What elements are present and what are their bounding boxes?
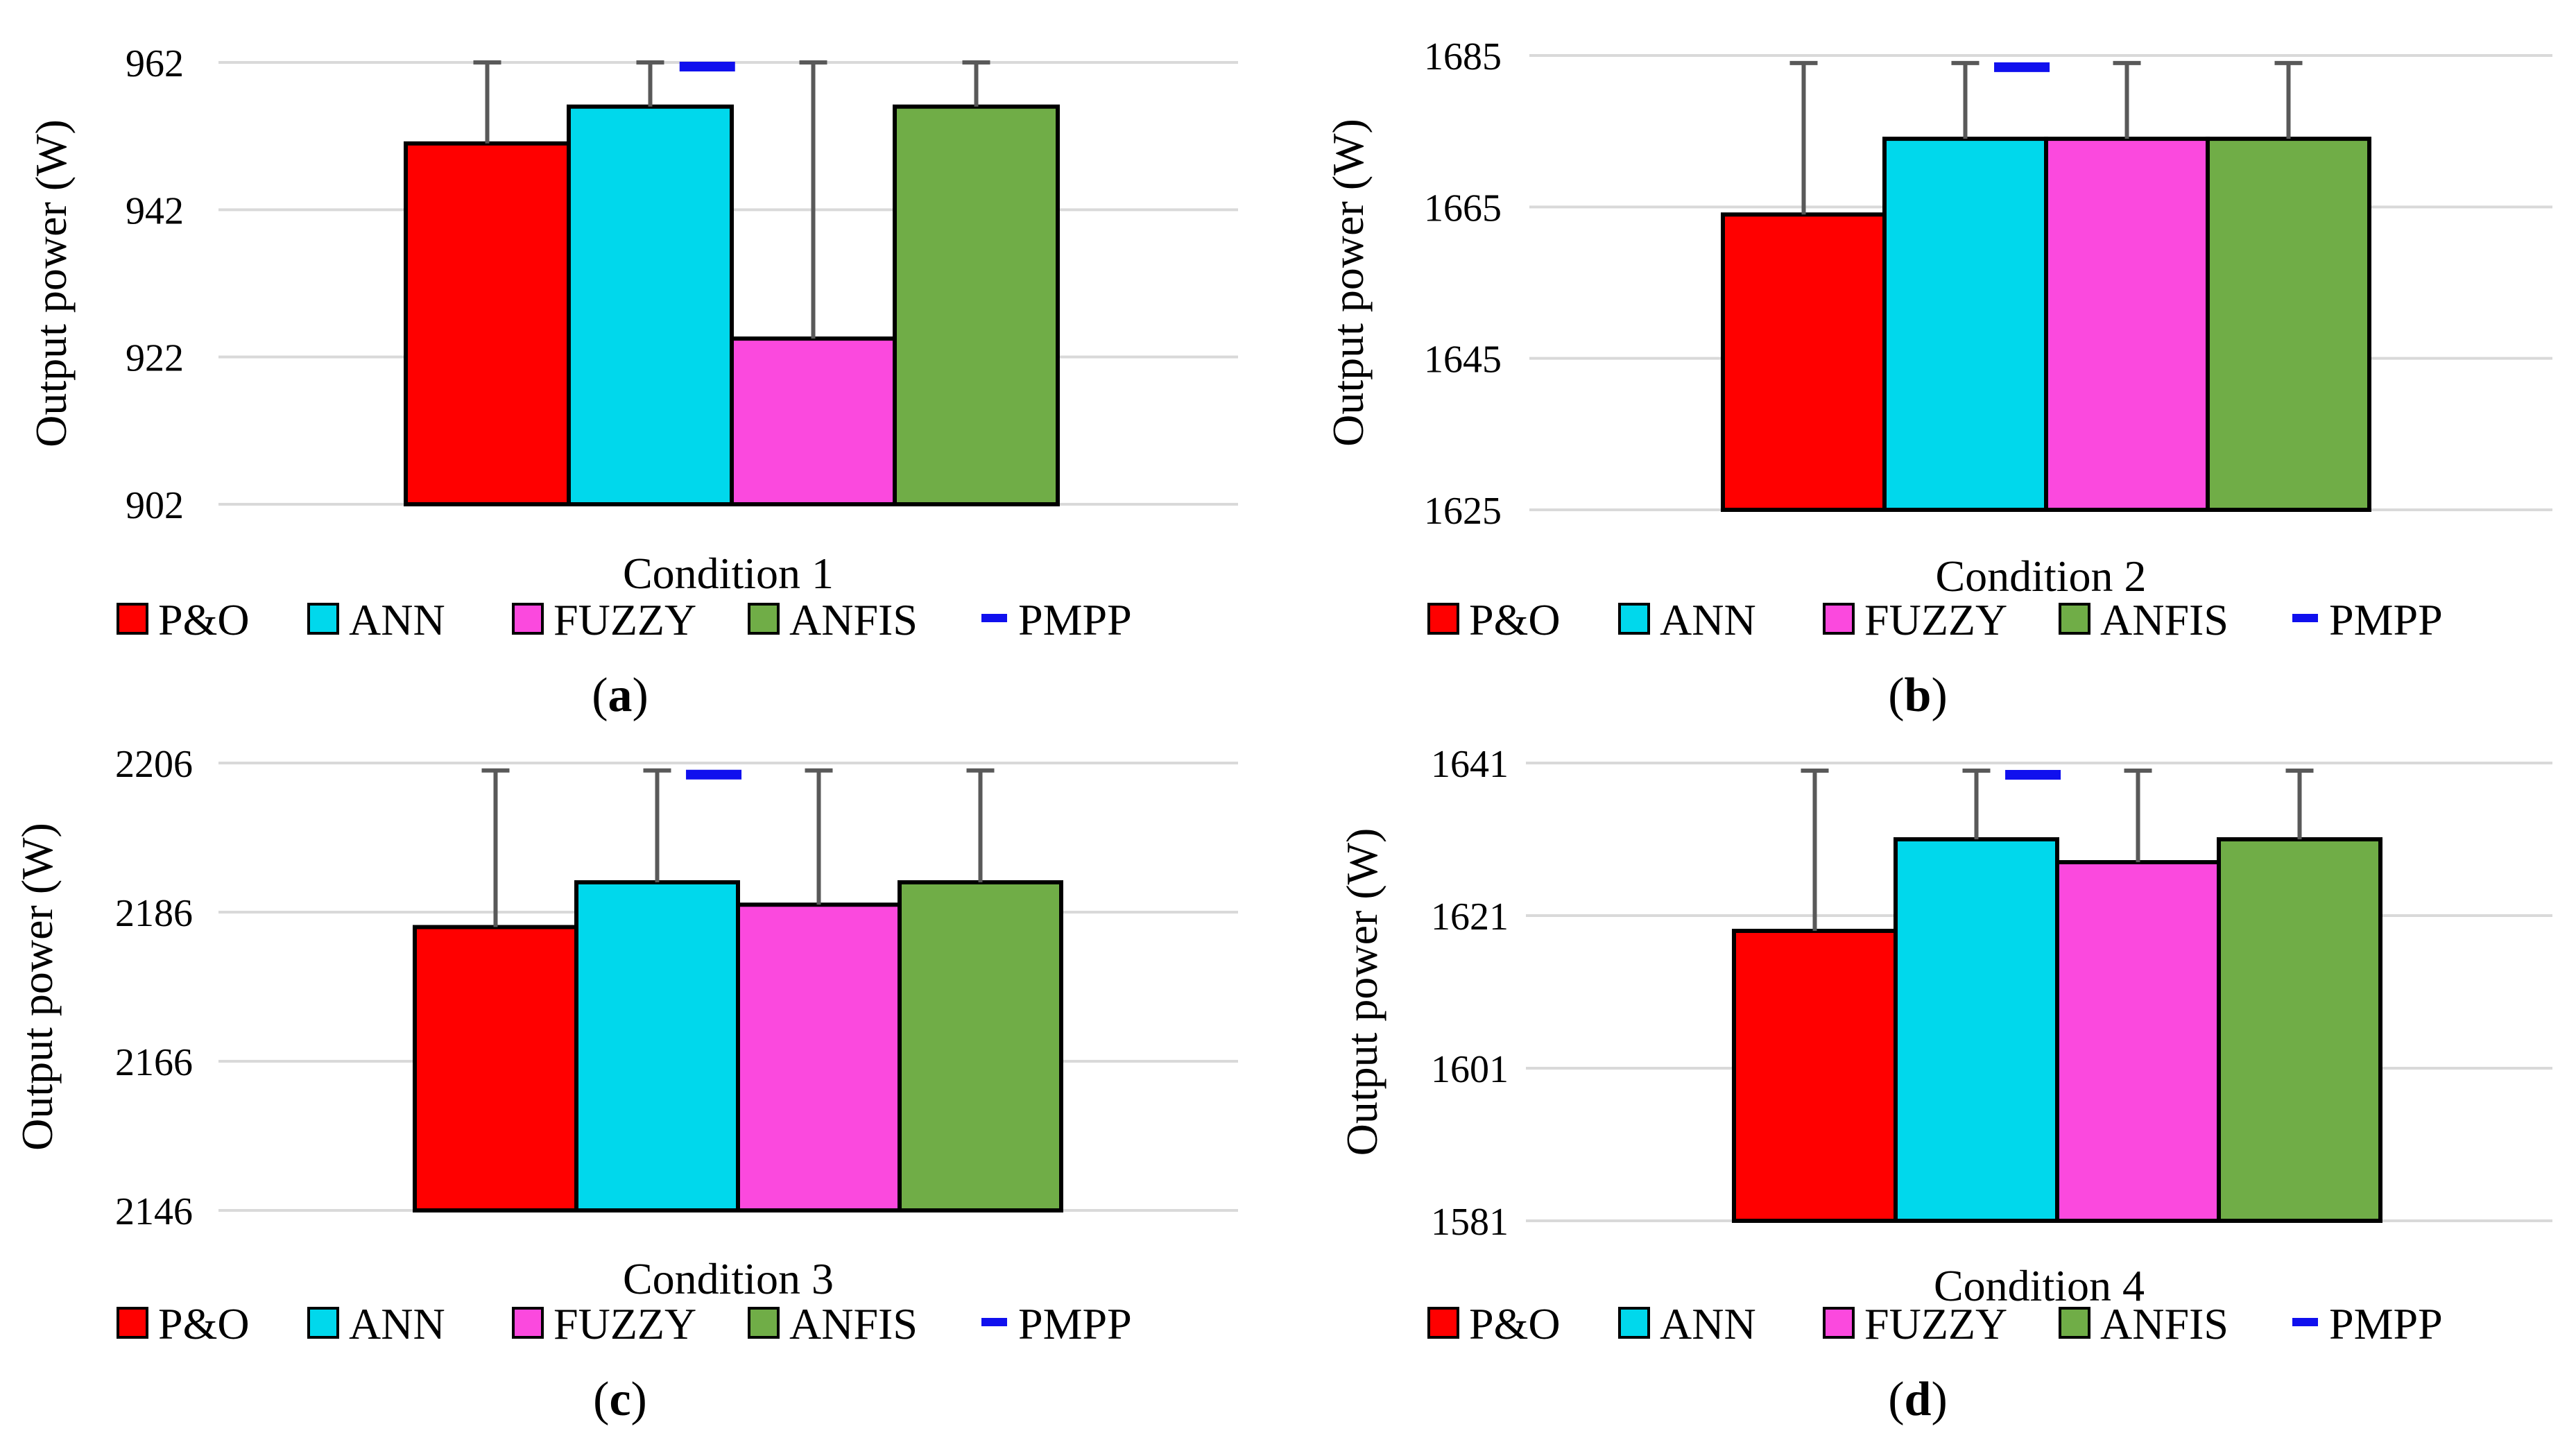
x-axis-label: Condition 2 bbox=[1935, 551, 2146, 601]
legend-swatch-ann bbox=[307, 1307, 339, 1339]
y-tick-label: 1645 bbox=[1424, 338, 1502, 382]
bar-ann bbox=[567, 104, 734, 506]
legend-swatch-anfis bbox=[748, 1307, 780, 1339]
y-axis-label: Output power (W) bbox=[1337, 828, 1386, 1156]
legend-label: ANFIS bbox=[789, 595, 918, 644]
panel-caption: (c) bbox=[593, 1373, 647, 1426]
legend-label: PMPP bbox=[1018, 595, 1132, 644]
y-tick-label: 922 bbox=[126, 337, 184, 380]
legend-label: FUZZY bbox=[553, 595, 696, 644]
legend-swatch-anfis bbox=[748, 603, 780, 635]
bar-anfis bbox=[2217, 837, 2382, 1223]
panel-caption: (d) bbox=[1888, 1373, 1948, 1426]
caption-letter: a bbox=[608, 669, 633, 722]
legend-swatch-fuzzy bbox=[1823, 1307, 1855, 1339]
y-tick-label: 2206 bbox=[115, 743, 193, 786]
bar-anfis bbox=[898, 880, 1063, 1212]
legend-label: PMPP bbox=[1018, 1299, 1132, 1348]
y-tick-label: 2186 bbox=[115, 892, 193, 935]
x-axis-label: Condition 1 bbox=[623, 549, 834, 598]
bar-fuzzy bbox=[2055, 860, 2221, 1223]
y-tick-label: 962 bbox=[126, 42, 184, 85]
legend-label: FUZZY bbox=[553, 1299, 696, 1348]
bar-po bbox=[404, 141, 571, 507]
y-axis-label: Output power (W) bbox=[12, 823, 62, 1151]
legend-label: ANN bbox=[349, 595, 445, 644]
y-tick-label: 902 bbox=[126, 484, 184, 527]
bar-ann bbox=[1894, 837, 2059, 1223]
bar-anfis bbox=[893, 104, 1060, 506]
caption-letter: c bbox=[609, 1373, 630, 1426]
bar-ann bbox=[1882, 137, 2048, 513]
caption-paren-open: ( bbox=[593, 1373, 609, 1426]
y-axis-label: Output power (W) bbox=[26, 119, 76, 447]
legend-label: ANFIS bbox=[2100, 1299, 2229, 1348]
bar-ann bbox=[574, 880, 740, 1212]
legend-label: ANFIS bbox=[789, 1299, 918, 1348]
legend-label: ANFIS bbox=[2100, 595, 2229, 644]
y-tick-label: 942 bbox=[126, 189, 184, 232]
y-tick-label: 1621 bbox=[1431, 895, 1509, 938]
legend-swatch-fuzzy bbox=[512, 1307, 544, 1339]
legend-swatch-po bbox=[1427, 1307, 1459, 1339]
y-tick-label: 1641 bbox=[1431, 743, 1509, 786]
legend-label: P&O bbox=[1469, 1299, 1561, 1348]
legend-label: P&O bbox=[158, 595, 250, 644]
legend-swatch-anfis bbox=[2059, 1307, 2090, 1339]
bar-anfis bbox=[2206, 137, 2371, 513]
chart-panel-a: 902 922 942 962 Output power (W) Condition 1 P… bbox=[26, 42, 1238, 722]
caption-paren-close: ) bbox=[1931, 1373, 1947, 1426]
y-tick-label: 1581 bbox=[1431, 1201, 1509, 1244]
legend-label: PMPP bbox=[2329, 595, 2443, 644]
legend-swatch-ann bbox=[307, 603, 339, 635]
caption-paren-open: ( bbox=[1888, 669, 1904, 722]
bar-po bbox=[413, 925, 578, 1212]
panel-caption: (a) bbox=[592, 669, 649, 722]
legend-label: P&O bbox=[1469, 595, 1561, 644]
legend-label: ANN bbox=[1660, 595, 1756, 644]
y-tick-label: 2166 bbox=[115, 1041, 193, 1084]
chart-panel-b: 1625 1645 1665 1685 Output power (W) Conditio… bbox=[1323, 35, 2552, 722]
legend-label: ANN bbox=[1660, 1299, 1756, 1348]
legend-swatch-po bbox=[1427, 603, 1459, 635]
caption-paren-close: ) bbox=[631, 1373, 647, 1426]
caption-paren-close: ) bbox=[633, 669, 649, 722]
legend-swatch-ann bbox=[1618, 1307, 1650, 1339]
legend-swatch-fuzzy bbox=[512, 603, 544, 635]
legend-swatch-po bbox=[117, 603, 148, 635]
y-tick-label: 1625 bbox=[1424, 490, 1502, 533]
legend-label: PMPP bbox=[2329, 1299, 2443, 1348]
legend-label: P&O bbox=[158, 1299, 250, 1348]
bar-fuzzy bbox=[2044, 137, 2210, 513]
chart-panel-d: 1581 1601 1621 1641 Output power (W) Conditio… bbox=[1337, 743, 2552, 1426]
legend-label: ANN bbox=[349, 1299, 445, 1348]
bar-fuzzy bbox=[730, 336, 897, 506]
legend-swatch-ann bbox=[1618, 603, 1650, 635]
caption-paren-close: ) bbox=[1931, 669, 1947, 722]
legend-swatch-anfis bbox=[2059, 603, 2090, 635]
caption-letter: d bbox=[1905, 1373, 1932, 1426]
legend-label: FUZZY bbox=[1864, 595, 2007, 644]
x-axis-label: Condition 4 bbox=[1934, 1261, 2145, 1310]
bar-fuzzy bbox=[736, 902, 902, 1212]
legend-swatch-po bbox=[117, 1307, 148, 1339]
chart-panel-c: 2146 2166 2186 2206 Output power (W) Conditio… bbox=[12, 743, 1238, 1426]
y-tick-label: 2146 bbox=[115, 1190, 193, 1233]
y-tick-label: 1665 bbox=[1424, 187, 1502, 230]
bar-po bbox=[1721, 212, 1887, 512]
x-axis-label: Condition 3 bbox=[623, 1254, 834, 1303]
caption-letter: b bbox=[1905, 669, 1932, 722]
y-tick-label: 1601 bbox=[1431, 1048, 1509, 1091]
caption-paren-open: ( bbox=[592, 669, 608, 722]
y-axis-label: Output power (W) bbox=[1323, 119, 1373, 447]
caption-paren-open: ( bbox=[1888, 1373, 1904, 1426]
bar-po bbox=[1732, 929, 1898, 1223]
panel-caption: (b) bbox=[1888, 669, 1948, 722]
y-tick-label: 1685 bbox=[1424, 35, 1502, 78]
legend-swatch-fuzzy bbox=[1823, 603, 1855, 635]
legend-label: FUZZY bbox=[1864, 1299, 2007, 1348]
